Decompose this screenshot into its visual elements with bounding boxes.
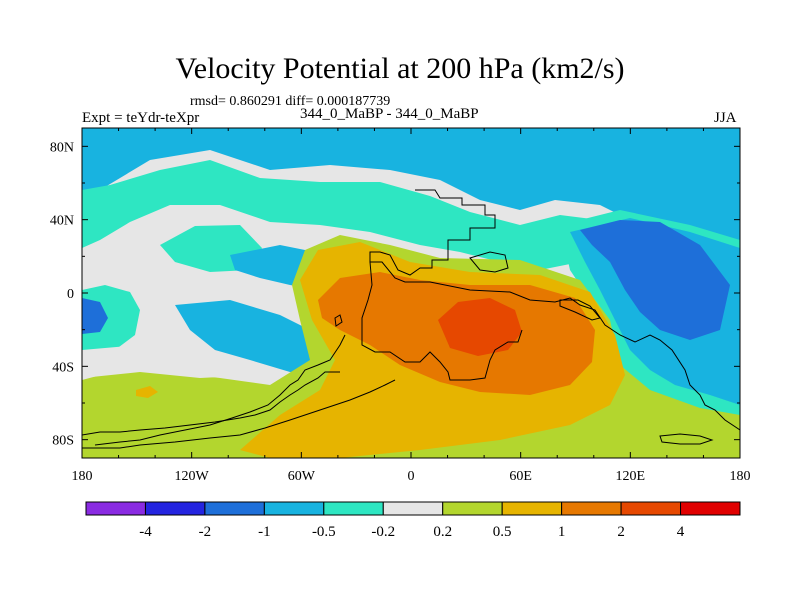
- colorbar-swatch: [263, 501, 325, 516]
- colorbar-label: 2: [617, 524, 625, 540]
- colorbar-label: -4: [139, 524, 152, 540]
- y-tick-label: 0: [67, 287, 74, 302]
- coastline-antarctica: [82, 379, 396, 449]
- chart-title: Velocity Potential at 200 hPa (km2/s): [175, 52, 625, 85]
- x-tick-label: 60E: [509, 469, 532, 484]
- colorbar-swatch: [204, 501, 265, 516]
- colorbar: -4 -2 -1 -0.5 -0.2 0.2 0.5 1 2 4: [85, 501, 741, 540]
- field-sw-blob: [136, 386, 158, 398]
- coastline-america-south: [94, 334, 346, 446]
- x-tick-label: 120E: [616, 469, 646, 484]
- coastline-eurasia: [369, 189, 740, 431]
- colorbar-swatch: [144, 501, 206, 516]
- field-south-zero: [82, 345, 260, 378]
- coastline-outline: [82, 189, 740, 449]
- colorbar-swatch: [620, 501, 682, 516]
- field-south-cyan: [175, 300, 340, 375]
- y-tick-label: 80S: [52, 434, 74, 449]
- x-tick-label: 120W: [175, 469, 210, 484]
- coastline-america: [82, 371, 340, 436]
- colorbar-label: -0.5: [312, 524, 336, 540]
- colorbar-swatch: [382, 501, 444, 516]
- x-tick-label: 0: [408, 469, 415, 484]
- experiment-label: Expt = teYdr-teXpr: [82, 110, 200, 126]
- colorbar-label: -1: [258, 524, 271, 540]
- x-tick-label: 60W: [288, 469, 316, 484]
- x-tick-label: 180: [730, 469, 751, 484]
- colorbar-swatch: [561, 501, 622, 516]
- y-tick-label: 80N: [50, 140, 74, 155]
- coastline-patch-3: [659, 433, 714, 445]
- colorbar-swatch: [442, 501, 503, 516]
- coastline-patch-4: [559, 299, 601, 321]
- y-tick-label: 40S: [52, 360, 74, 375]
- runs-label: 344_0_MaBP - 344_0_MaBP: [300, 106, 479, 122]
- contour-fields: [82, 128, 740, 458]
- field-epac-blue: [82, 298, 108, 334]
- field-wpac-blue: [580, 220, 730, 340]
- colorbar-label: 4: [677, 524, 685, 540]
- field-peak-positive: [438, 298, 522, 356]
- colorbar-swatch: [323, 501, 384, 516]
- coastline-patch-1: [469, 251, 509, 273]
- colorbar-swatch: [85, 501, 146, 516]
- coastline-africa: [361, 261, 523, 381]
- colorbar-label: 0.5: [493, 524, 512, 540]
- colorbar-label: -2: [199, 524, 212, 540]
- x-tick-label: 180: [72, 469, 93, 484]
- coastline-patch-2: [334, 314, 343, 327]
- colorbar-swatch: [680, 501, 741, 516]
- season-label: JJA: [714, 110, 737, 126]
- stats-label: rmsd= 0.860291 diff= 0.000187739: [190, 94, 391, 109]
- colorbar-swatch: [501, 501, 563, 516]
- colorbar-label: 1: [558, 524, 566, 540]
- colorbar-label: 0.2: [433, 524, 452, 540]
- colorbar-label: -0.2: [371, 524, 395, 540]
- field-north-cyan: [82, 128, 740, 250]
- map-axes: 180 120W 60W 0 60E 120E 180 80N 40N 0 40S 80S: [50, 127, 751, 484]
- y-tick-label: 40N: [50, 214, 74, 229]
